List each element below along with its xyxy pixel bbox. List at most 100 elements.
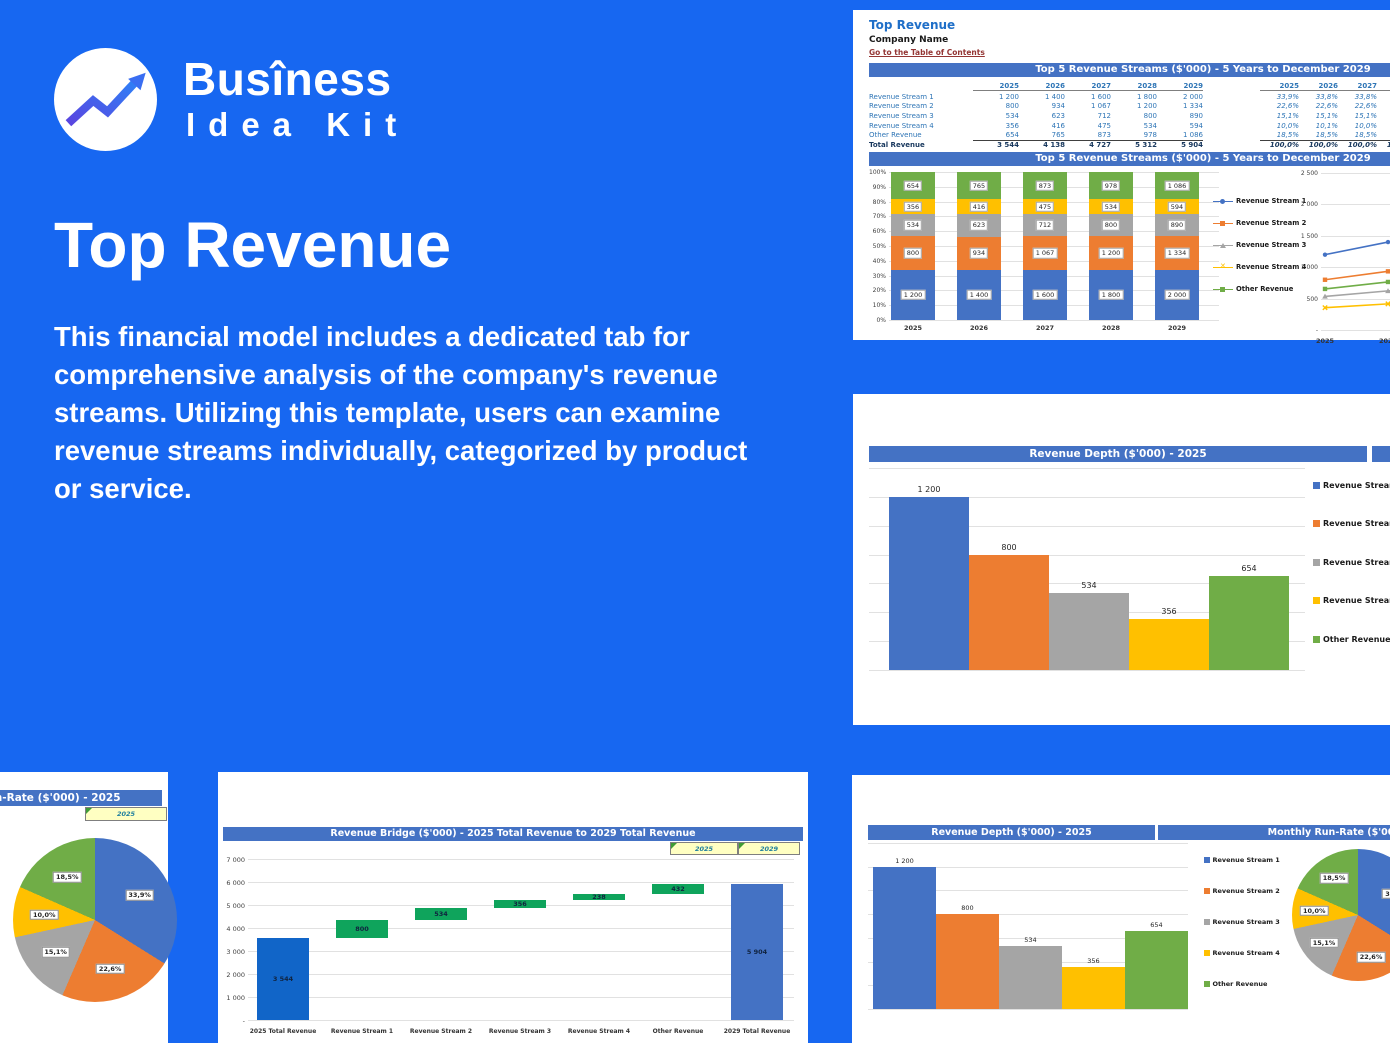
waterfall-bar bbox=[257, 938, 309, 1020]
brand-name: Busîness bbox=[183, 53, 392, 105]
gridline bbox=[1321, 173, 1390, 174]
from-year-selector[interactable]: 2025 bbox=[670, 842, 738, 855]
year-column-header: 2029 bbox=[1157, 82, 1203, 91]
y-tick-label: 60% bbox=[872, 228, 886, 236]
data-label: 1 200 bbox=[900, 289, 926, 301]
cell-value: 1 200 bbox=[1136, 102, 1157, 111]
gridline bbox=[868, 843, 1188, 844]
revenue-bridge-panel: Revenue Bridge ($'000) - 2025 Total Reve… bbox=[218, 772, 808, 1043]
legend-label: Revenue Stream 2 bbox=[1236, 219, 1307, 227]
cell-value: 800 bbox=[1143, 111, 1157, 120]
table-of-contents-link[interactable]: Go to the Table of Contents bbox=[869, 48, 985, 57]
to-year-selector[interactable]: 2029 bbox=[738, 842, 800, 855]
gridline bbox=[868, 890, 1188, 892]
data-label: 356 bbox=[513, 899, 527, 908]
legend-marker-shape: ✕ bbox=[1220, 262, 1226, 270]
data-label: 978 bbox=[1101, 180, 1121, 191]
cell-value: 978 bbox=[1143, 131, 1157, 140]
cell-percent: 100,0% bbox=[1377, 140, 1390, 149]
x-tick-label: Revenue Stream 3 bbox=[488, 1028, 552, 1035]
y-tick-label: 4 000 bbox=[226, 925, 245, 933]
spreadsheet-panel: Top Revenue Company Name Go to the Table… bbox=[853, 10, 1390, 345]
bar bbox=[1209, 575, 1289, 670]
y-tick-label: 2 000 bbox=[226, 971, 245, 979]
pie-slice-label: 18,5% bbox=[1319, 872, 1349, 884]
x-tick-label: 2026 bbox=[969, 324, 989, 332]
row-label: Revenue Stream 1 bbox=[869, 92, 934, 101]
row-label: Other Revenue bbox=[869, 131, 922, 140]
data-label: 356 bbox=[903, 201, 923, 212]
cell-percent: 100,0% bbox=[1260, 140, 1299, 149]
bar bbox=[1129, 618, 1209, 670]
legend-swatch bbox=[1204, 888, 1210, 894]
y-tick-label: 3 000 bbox=[226, 948, 245, 956]
year-selector[interactable]: 2025 bbox=[85, 807, 167, 821]
run-rate-panel: Monthly Run-Rate ($'000) - 2025 2025 33,… bbox=[0, 772, 177, 1043]
data-label: 1 600 bbox=[1032, 289, 1058, 301]
gridline bbox=[248, 928, 794, 929]
year-column-header: 2028 bbox=[1111, 82, 1157, 91]
line-marker bbox=[1322, 286, 1328, 292]
adjacent-section-header-stub bbox=[1372, 446, 1390, 462]
gridline bbox=[868, 937, 1188, 939]
line-marker bbox=[1385, 288, 1390, 294]
cell-percent: 10,1% bbox=[1315, 121, 1338, 130]
x-tick-label: 2029 Total Revenue bbox=[723, 1028, 791, 1035]
line-marker bbox=[1322, 277, 1328, 282]
data-label: 1 334 bbox=[1164, 247, 1190, 259]
cell-percent: 33,8% bbox=[1354, 92, 1377, 101]
brand-subtitle: Idea Kit bbox=[186, 106, 410, 143]
legend-label: Other Revenue bbox=[1323, 634, 1390, 644]
data-label: 890 bbox=[1167, 220, 1187, 231]
year-column-header: 2027 bbox=[1065, 82, 1111, 91]
legend-label: Revenue Stream 3 bbox=[1236, 241, 1307, 249]
cell-value: 1 067 bbox=[1090, 102, 1111, 111]
gridline bbox=[869, 583, 1305, 585]
legend-label: Revenue Stream 4 bbox=[1323, 596, 1390, 605]
line-marker bbox=[1385, 301, 1390, 307]
legend-swatch bbox=[1313, 520, 1320, 527]
selector-corner-icon bbox=[86, 808, 92, 814]
gridline bbox=[248, 974, 794, 975]
revenue-depth-panel: Revenue Depth ($'000) - 2025 1 200 800 534… bbox=[853, 394, 1390, 725]
data-label: 2 000 bbox=[1164, 289, 1190, 301]
trend-arrow-icon bbox=[65, 72, 146, 127]
legend-swatch bbox=[1313, 635, 1320, 643]
brand-logo bbox=[54, 48, 157, 151]
line-series bbox=[1324, 280, 1390, 290]
data-label: 3 544 bbox=[272, 975, 294, 984]
legend-entry: Revenue Stream 2 bbox=[1213, 218, 1306, 228]
line-marker bbox=[1322, 252, 1328, 257]
cell-value: 2 000 bbox=[1182, 92, 1203, 101]
bar bbox=[1049, 592, 1129, 670]
pie-slice-label: 22,6% bbox=[95, 963, 125, 974]
y-tick-label: 70% bbox=[872, 213, 886, 221]
x-tick-label: 2025 Total Revenue bbox=[249, 1028, 317, 1035]
cell-value: 934 bbox=[1051, 102, 1065, 111]
cell-percent: 22,6% bbox=[1276, 102, 1299, 111]
data-label: 1 200 bbox=[917, 484, 941, 494]
cell-value: 5 904 bbox=[1157, 140, 1203, 149]
revenue-table: 202520262027202820292025202620272028Reve… bbox=[869, 80, 1390, 150]
data-label: 1 200 bbox=[1098, 247, 1124, 259]
data-label: 800 bbox=[903, 247, 923, 259]
pie-slice-label: 33,9% bbox=[125, 890, 154, 901]
line-marker bbox=[1322, 304, 1328, 311]
pie-slice-label: 22,6% bbox=[1356, 951, 1386, 963]
data-label: 594 bbox=[1167, 201, 1187, 212]
gridline bbox=[889, 320, 1219, 321]
bar bbox=[936, 914, 999, 1009]
cell-value: 1 600 bbox=[1090, 92, 1111, 101]
table-row: Revenue Stream 2 800 934 1 067 1 200 1 334 22,… bbox=[869, 102, 1390, 112]
data-label: 238 bbox=[592, 892, 606, 901]
data-label: 1 067 bbox=[1032, 247, 1058, 259]
legend-entry: Other Revenue bbox=[1204, 979, 1267, 989]
bar bbox=[1062, 966, 1125, 1009]
selector-value: 2025 bbox=[694, 844, 714, 853]
run-rate-header: Monthly Run-Rate ($'000) - 2025 bbox=[0, 790, 162, 806]
y-tick-label: - bbox=[242, 1017, 245, 1025]
selector-value: 2025 bbox=[116, 810, 136, 818]
data-label: 534 bbox=[1101, 201, 1121, 212]
selector-corner-icon bbox=[671, 843, 677, 849]
x-tick-label: Revenue Stream 1 bbox=[330, 1028, 394, 1035]
